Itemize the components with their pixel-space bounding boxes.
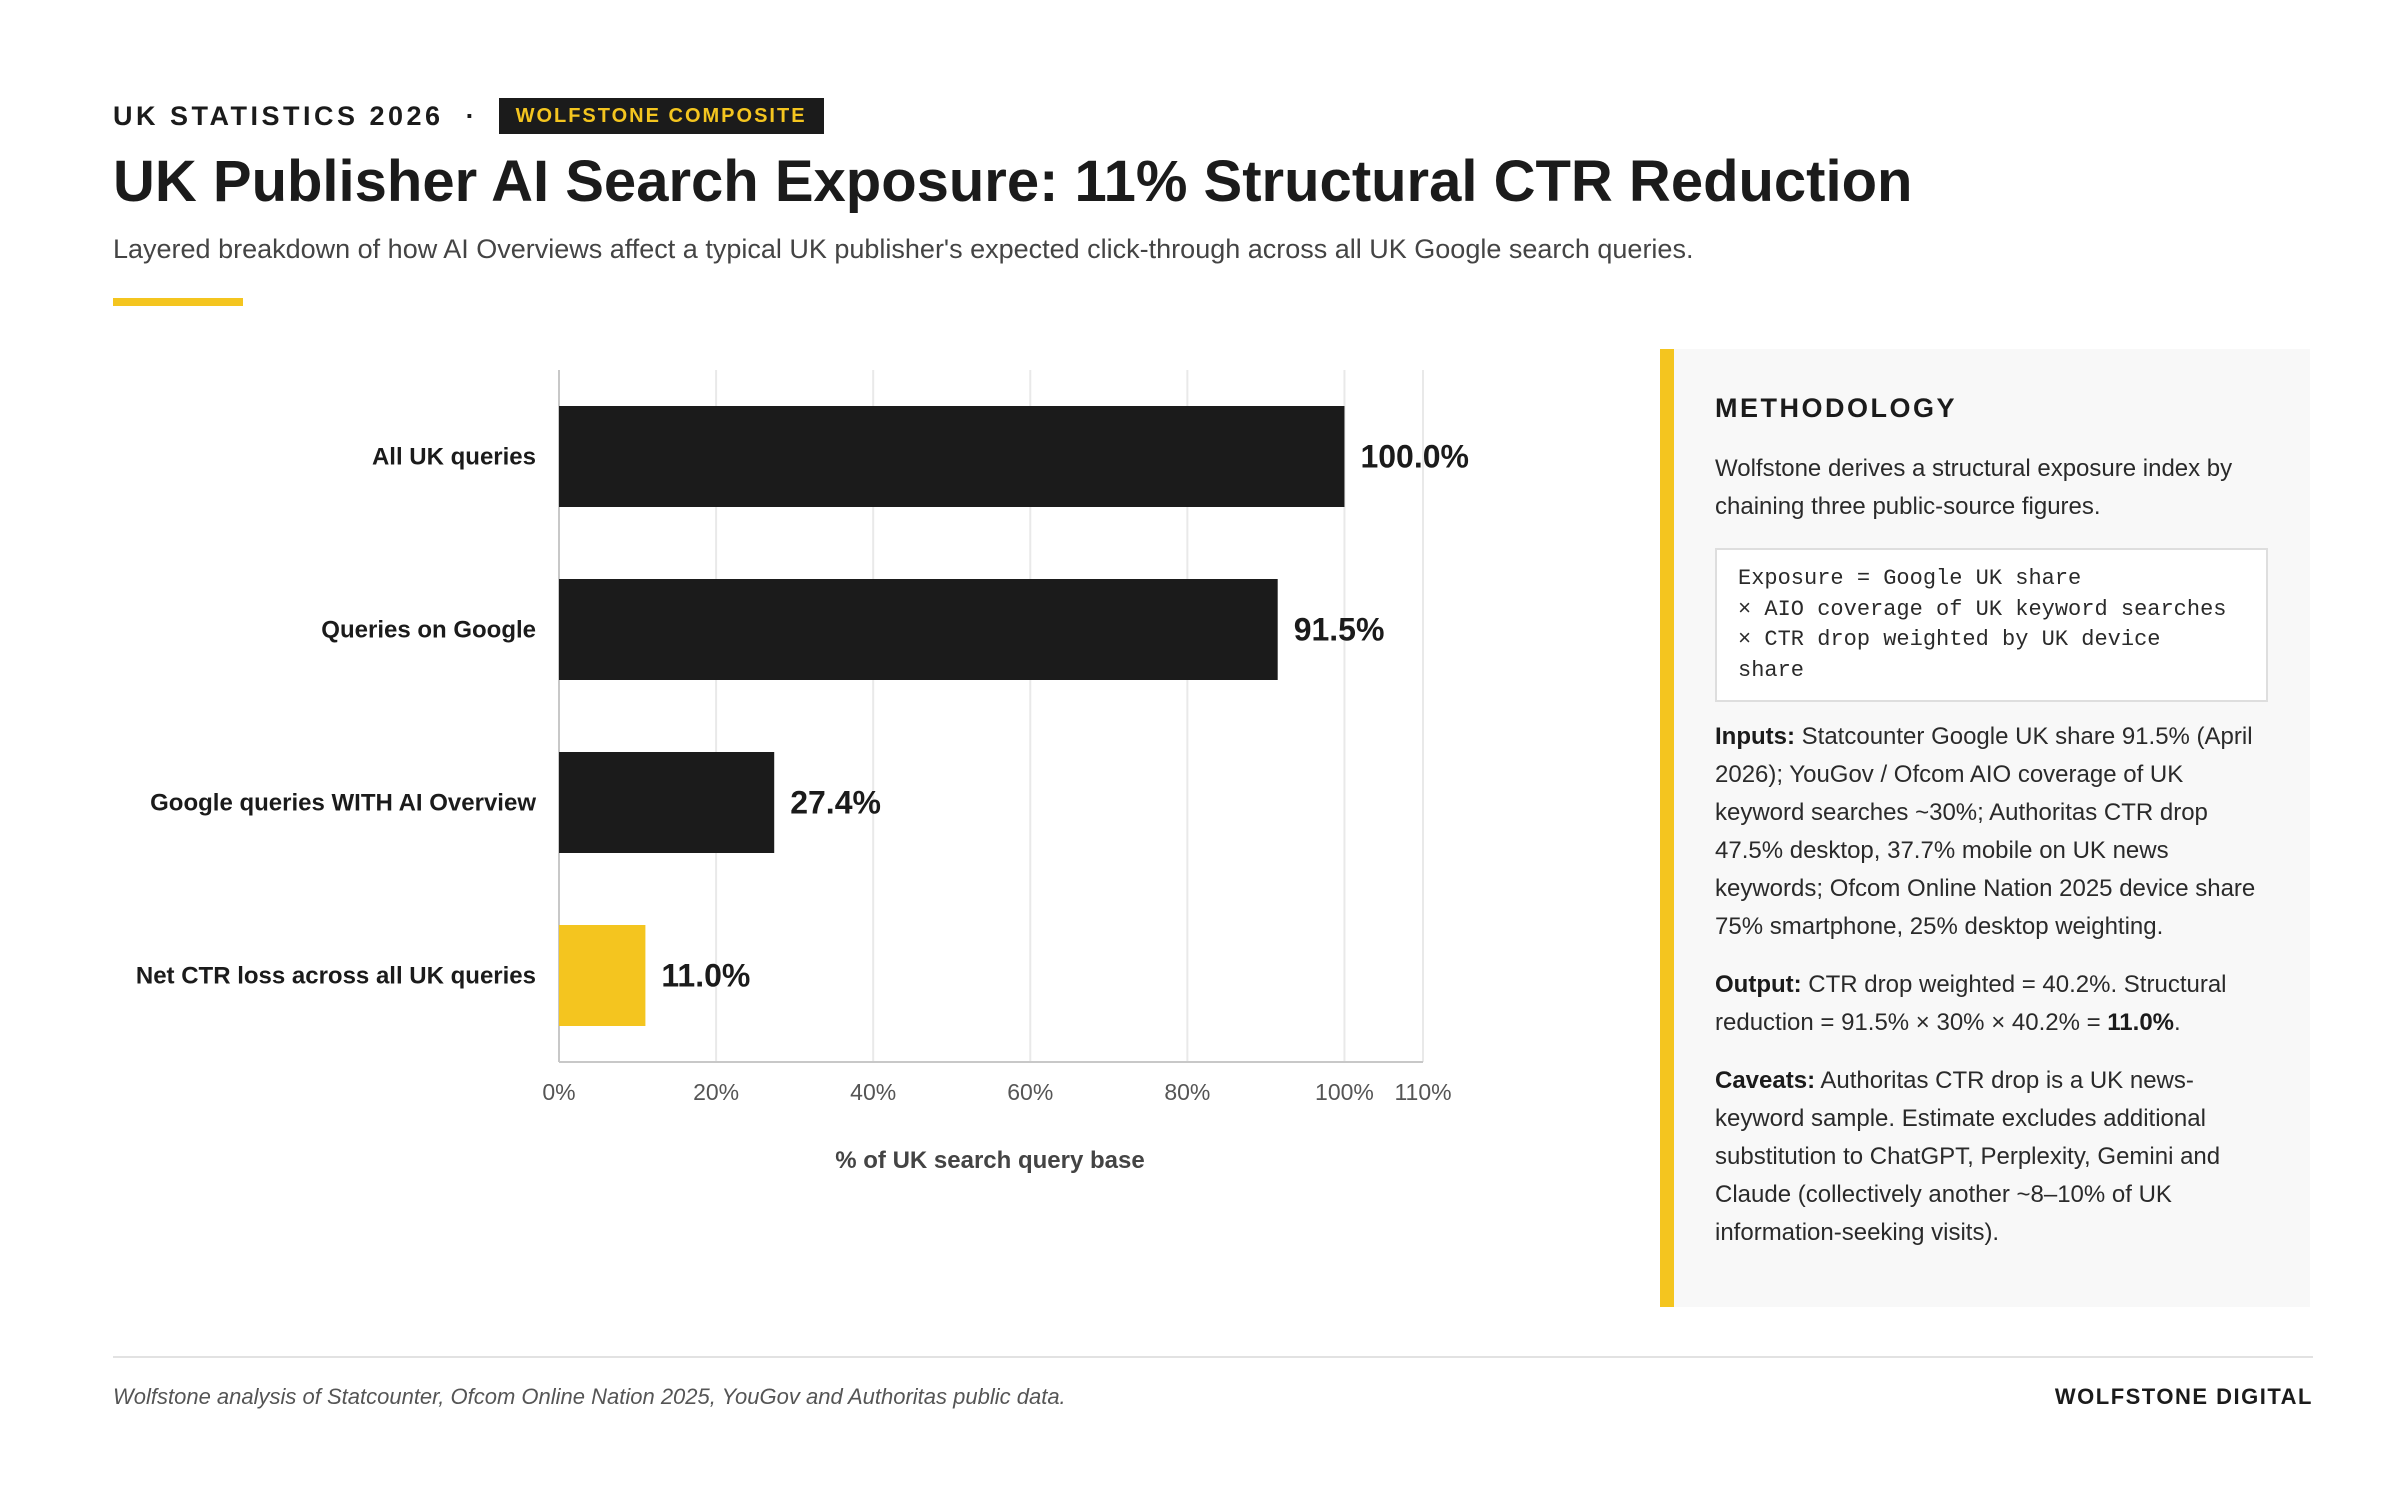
page-title: UK Publisher AI Search Exposure: 11% Str… [113, 149, 1913, 214]
brand-name: WOLFSTONE DIGITAL [2054, 1384, 2313, 1409]
x-axis-label: % of UK search query base [835, 1147, 1144, 1174]
x-tick-label: 100% [1315, 1079, 1374, 1105]
inputs-text: Statcounter Google UK share 91.5% (April… [1715, 723, 2256, 940]
formula-line: × AIO coverage of UK keyword searches [1738, 596, 2227, 622]
formula-line: × CTR drop weighted by UK device [1738, 627, 2161, 652]
output-result: 11.0% [2107, 1009, 2175, 1036]
output-paragraph: Output: CTR drop weighted = 40.2%. Struc… [1715, 966, 2268, 1042]
x-tick-label: 0% [542, 1079, 575, 1105]
bars [559, 406, 1345, 1026]
accent-rule [113, 298, 243, 306]
bar-chart: All UK queries Queries on Google Google qu… [136, 370, 1469, 1174]
methodology-panel: METHODOLOGY Wolfstone derives a structur… [1660, 349, 2310, 1307]
eyebrow: UK STATISTICS 2026 · WOLFSTONE COMPOSITE [113, 98, 824, 134]
source-note: Wolfstone analysis of Statcounter, Ofcom… [113, 1384, 1066, 1409]
x-tick-label: 80% [1164, 1079, 1210, 1105]
bar [559, 925, 646, 1026]
kicker-label: UK STATISTICS 2026 [113, 100, 444, 131]
x-tick-labels: 0% 20% 40% 60% 80% 100% 110% [542, 1079, 1451, 1105]
category-label: Google queries WITH AI Overview [150, 790, 536, 817]
x-tick-label: 40% [850, 1079, 896, 1105]
x-tick-label: 20% [693, 1079, 739, 1105]
separator-dot: · [465, 100, 475, 131]
data-label: 91.5% [1294, 612, 1385, 648]
inputs-paragraph: Inputs: Statcounter Google UK share 91.5… [1715, 718, 2268, 946]
bar [559, 579, 1278, 680]
inputs-label: Inputs: [1715, 723, 1795, 750]
data-label: 27.4% [790, 785, 881, 821]
methodology-heading: METHODOLOGY [1715, 393, 1957, 423]
formula-line: share [1738, 657, 1805, 683]
formula-line: Exposure = Google UK share [1738, 566, 2082, 591]
methodology-intro: Wolfstone derives a structural exposure … [1715, 455, 2233, 520]
value-labels: 100.0% 91.5% 27.4% 11.0% [661, 439, 1469, 994]
output-end: . [2174, 1009, 2181, 1036]
x-tick-label: 60% [1007, 1079, 1053, 1105]
category-label: Net CTR loss across all UK queries [136, 963, 536, 990]
data-label: 100.0% [1360, 439, 1469, 475]
output-label: Output: [1715, 971, 1802, 998]
bar [559, 406, 1345, 507]
output-text: CTR drop weighted = 40.2%. Structural re… [1715, 971, 2227, 1036]
caveats-text: Authoritas CTR drop is a UK news-keyword… [1715, 1067, 2221, 1246]
data-label: 11.0% [661, 958, 750, 994]
source-badge: WOLFSTONE COMPOSITE [498, 98, 824, 134]
caveats-paragraph: Caveats: Authoritas CTR drop is a UK new… [1715, 1062, 2268, 1252]
page-subtitle: Layered breakdown of how AI Overviews af… [113, 234, 1694, 264]
category-label: Queries on Google [321, 617, 536, 644]
category-labels: All UK queries Queries on Google Google qu… [136, 444, 536, 990]
caveats-label: Caveats: [1715, 1067, 1816, 1094]
formula-box: Exposure = Google UK share × AIO coverag… [1715, 548, 2268, 702]
footer-divider [113, 1356, 2313, 1358]
category-label: All UK queries [372, 444, 536, 471]
bar [559, 752, 775, 853]
x-tick-label: 110% [1394, 1079, 1451, 1105]
